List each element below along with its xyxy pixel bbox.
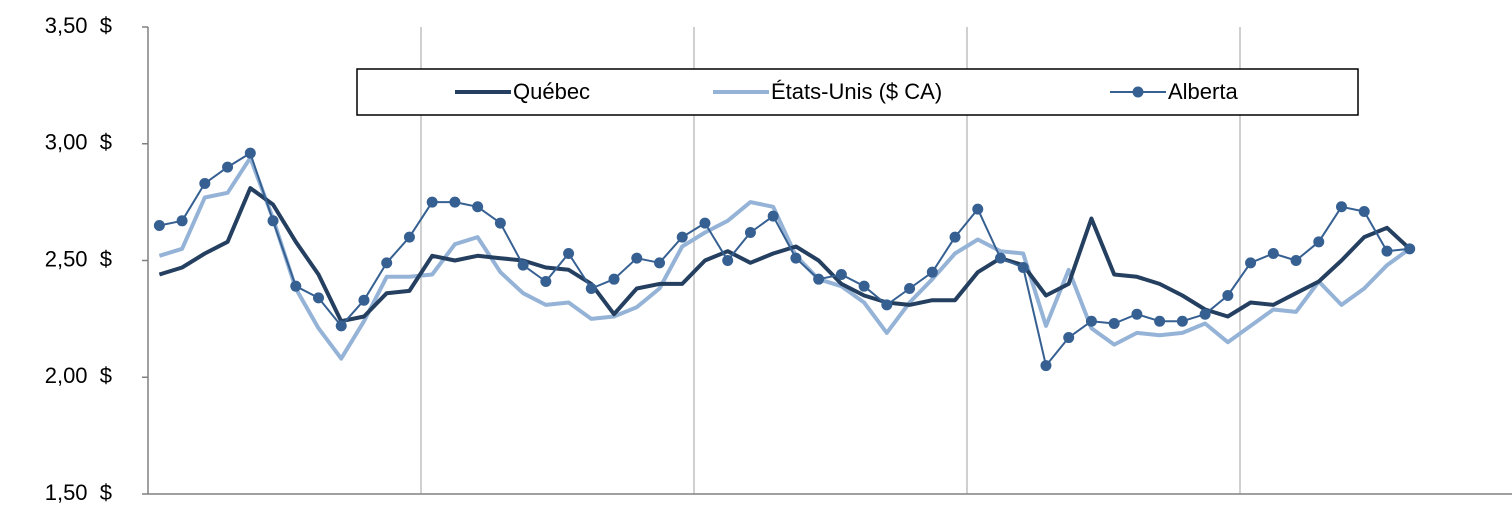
marker xyxy=(472,201,484,213)
marker xyxy=(1063,332,1075,344)
marker xyxy=(744,226,756,238)
marker xyxy=(654,257,665,269)
marker xyxy=(972,203,984,215)
marker xyxy=(1222,290,1234,302)
y-tick-label: 2,50 $ xyxy=(45,246,112,271)
marker xyxy=(222,161,234,173)
y-tick-label: 3,50 $ xyxy=(45,13,112,38)
legend-label: Alberta xyxy=(1168,79,1238,104)
marker xyxy=(153,219,165,231)
marker xyxy=(1245,257,1257,269)
marker xyxy=(358,294,370,306)
marker xyxy=(1290,255,1302,266)
marker xyxy=(699,217,711,229)
marker xyxy=(813,273,825,285)
marker xyxy=(1199,308,1211,320)
marker xyxy=(608,273,620,285)
marker xyxy=(1176,315,1188,327)
marker xyxy=(835,269,847,281)
legend: Québec États-Unis ($ CA) Alberta xyxy=(356,68,1359,116)
marker xyxy=(290,280,302,292)
marker xyxy=(858,280,870,292)
legend-label: États-Unis ($ CA) xyxy=(771,79,942,104)
marker xyxy=(926,266,938,278)
legend-label: Québec xyxy=(513,79,590,104)
marker xyxy=(1040,360,1052,372)
series-line xyxy=(158,186,1412,324)
marker xyxy=(1358,205,1370,217)
marker xyxy=(267,215,279,227)
marker xyxy=(517,259,529,271)
marker xyxy=(881,299,893,311)
marker xyxy=(1336,201,1347,213)
series-line xyxy=(158,155,1411,361)
marker xyxy=(904,283,916,295)
marker xyxy=(1154,315,1166,327)
marker xyxy=(995,252,1006,264)
marker xyxy=(790,252,802,264)
marker xyxy=(403,231,415,243)
marker xyxy=(676,231,688,243)
marker xyxy=(426,196,438,208)
legend-marker xyxy=(1132,86,1144,98)
y-tick-label: 2,00 $ xyxy=(45,363,112,388)
marker xyxy=(767,210,779,222)
legend-box xyxy=(356,68,1359,116)
y-tick-label: 3,00 $ xyxy=(45,130,112,155)
marker xyxy=(313,292,324,304)
marker xyxy=(176,215,188,227)
marker xyxy=(381,257,393,269)
y-tick-label: 1,50 $ xyxy=(45,480,112,505)
marker xyxy=(1313,236,1325,248)
marker xyxy=(585,283,597,295)
marker xyxy=(1085,315,1097,327)
marker xyxy=(244,147,256,159)
marker xyxy=(563,247,575,259)
series-line xyxy=(159,152,1410,367)
marker xyxy=(494,217,506,229)
marker xyxy=(1267,247,1279,259)
marker xyxy=(1381,245,1393,257)
marker xyxy=(1131,308,1143,320)
marker xyxy=(540,276,552,288)
marker xyxy=(949,231,961,243)
marker xyxy=(335,320,347,332)
marker xyxy=(1108,318,1120,330)
marker xyxy=(199,177,211,189)
marker xyxy=(1017,262,1029,274)
marker xyxy=(449,196,461,208)
marker xyxy=(722,255,734,266)
marker xyxy=(631,252,643,264)
marker xyxy=(1404,243,1416,255)
